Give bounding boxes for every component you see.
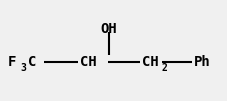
- Text: 3: 3: [20, 63, 26, 73]
- Text: 2: 2: [162, 63, 168, 73]
- Text: Ph: Ph: [194, 55, 211, 69]
- Text: CH: CH: [142, 55, 159, 69]
- Text: C: C: [28, 55, 36, 69]
- Text: OH: OH: [101, 22, 117, 36]
- Text: F: F: [8, 55, 16, 69]
- Text: CH: CH: [80, 55, 97, 69]
